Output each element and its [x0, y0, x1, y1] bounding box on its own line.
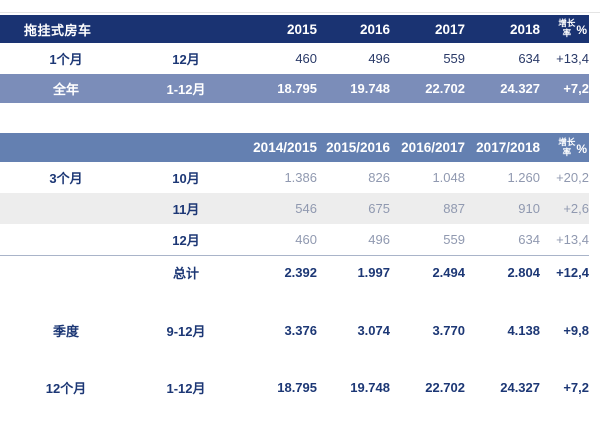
value-cell-col4: 910 — [465, 193, 540, 224]
year-header-2016: 2016 — [317, 15, 391, 43]
table1-header-row: 拖挂式房车 2015 2016 2017 2018 增长率 % — [0, 15, 590, 43]
value-cell-col4: 2.804 — [465, 255, 540, 289]
value-cell-col2: 496 — [368, 51, 391, 66]
value-cell-col4: 1.260 — [507, 170, 540, 185]
growth-rate-header: 增长率 % — [540, 15, 590, 43]
period-cell: 1-12月 — [132, 74, 241, 103]
table-row: 11月 546 675 887 910 +2,6 — [0, 193, 589, 224]
value-cell-col4: 634 — [518, 232, 540, 247]
growth-cell: +7,2 — [563, 380, 589, 395]
percent-sign: % — [576, 141, 587, 156]
value-cell-col2: 1.997 — [317, 255, 390, 289]
value-cell-col4: 24.327 — [465, 74, 541, 103]
year-header-2015: 2015 — [240, 15, 318, 43]
category-cell: 3个月 — [49, 171, 83, 186]
category-cell: 12个月 — [45, 381, 87, 396]
table-row: 12月 460 496 559 634 +13,4 — [0, 224, 589, 256]
value-cell-col1: 546 — [240, 193, 317, 224]
value-cell-col4: 634 — [518, 51, 541, 66]
value-cell-col1: 2.392 — [240, 255, 317, 289]
table2-header-row: 2014/2015 2015/2016 2016/2017 2017/2018 … — [0, 133, 589, 162]
table-row: 全年 1-12月 18.795 19.748 22.702 24.327 +7,… — [0, 74, 590, 103]
growth-cell: +20,2 — [556, 170, 589, 185]
value-cell-col1: 460 — [295, 232, 317, 247]
value-cell-col2: 3.074 — [357, 323, 390, 338]
year-header-2018: 2018 — [465, 15, 541, 43]
period-cell: 10月 — [172, 171, 200, 186]
category-cell: 全年 — [0, 74, 132, 103]
growth-cell: +12,4 — [540, 255, 589, 289]
value-cell-col1: 3.376 — [284, 323, 317, 338]
table-row: 1个月 12月 460 496 559 634 +13,4 — [0, 43, 589, 74]
value-cell-col1: 18.795 — [277, 380, 317, 395]
period-cell: 12月 — [172, 52, 200, 67]
caravan-statistics-page: 拖挂式房车 2015 2016 2017 2018 增长率 % 1个月 12月 … — [0, 12, 600, 403]
year-header-2017: 2017 — [390, 15, 466, 43]
value-cell-col3: 2.494 — [390, 255, 465, 289]
table-row: 12个月 1-12月 18.795 19.748 22.702 24.327 +… — [0, 346, 589, 403]
period-cell: 11月 — [132, 193, 240, 224]
monthly-annual-table: 拖挂式房车 2015 2016 2017 2018 增长率 % 1个月 12月 … — [0, 15, 590, 103]
growth-rate-header: 增长率 % — [540, 133, 589, 162]
table2-header-spacer — [0, 133, 240, 162]
value-cell-col3: 887 — [390, 193, 465, 224]
value-cell-col2: 675 — [317, 193, 390, 224]
table-row: 总计 2.392 1.997 2.494 2.804 +12,4 — [0, 255, 589, 289]
category-cell — [0, 193, 132, 224]
period-cell: 总计 — [132, 255, 240, 289]
cumulative-table: 2014/2015 2015/2016 2016/2017 2017/2018 … — [0, 133, 589, 403]
period-cell: 9-12月 — [166, 324, 206, 339]
value-cell-col4: 24.327 — [500, 380, 540, 395]
category-cell: 季度 — [52, 324, 79, 339]
season-header-2014-2015: 2014/2015 — [240, 133, 317, 162]
growth-rate-label: 增长率 — [558, 136, 576, 157]
category-cell — [0, 255, 132, 289]
value-cell-col1: 460 — [295, 51, 318, 66]
value-cell-col2: 496 — [368, 232, 390, 247]
period-cell: 12月 — [172, 233, 200, 248]
table-row: 季度 9-12月 3.376 3.074 3.770 4.138 +9,8 — [0, 289, 589, 346]
value-cell-col2: 19.748 — [350, 380, 390, 395]
season-header-2017-2018: 2017/2018 — [465, 133, 540, 162]
value-cell-col3: 1.048 — [432, 170, 465, 185]
category-cell: 1个月 — [49, 52, 83, 67]
monthly-annual-section: 拖挂式房车 2015 2016 2017 2018 增长率 % 1个月 12月 … — [0, 12, 600, 103]
growth-cell: +13,4 — [556, 51, 590, 66]
value-cell-col1: 18.795 — [240, 74, 318, 103]
value-cell-col2: 826 — [368, 170, 390, 185]
value-cell-col3: 22.702 — [390, 74, 466, 103]
season-header-2016-2017: 2016/2017 — [390, 133, 465, 162]
value-cell-col3: 22.702 — [425, 380, 465, 395]
growth-cell: +13,4 — [556, 232, 589, 247]
value-cell-col3: 559 — [443, 51, 466, 66]
growth-cell: +9,8 — [563, 323, 589, 338]
season-header-2015-2016: 2015/2016 — [317, 133, 390, 162]
growth-cell: +7,2 — [540, 74, 590, 103]
page-title: 拖挂式房车 — [0, 15, 241, 43]
value-cell-col4: 4.138 — [507, 323, 540, 338]
value-cell-col2: 19.748 — [317, 74, 391, 103]
value-cell-col3: 3.770 — [432, 323, 465, 338]
value-cell-col3: 559 — [443, 232, 465, 247]
growth-cell: +2,6 — [540, 193, 589, 224]
value-cell-col1: 1.386 — [284, 170, 317, 185]
category-cell — [0, 224, 132, 256]
growth-rate-label: 增长率 — [558, 18, 576, 38]
percent-sign: % — [576, 23, 588, 37]
period-cell: 1-12月 — [166, 381, 206, 396]
table-row: 3个月 10月 1.386 826 1.048 1.260 +20,2 — [0, 162, 589, 193]
